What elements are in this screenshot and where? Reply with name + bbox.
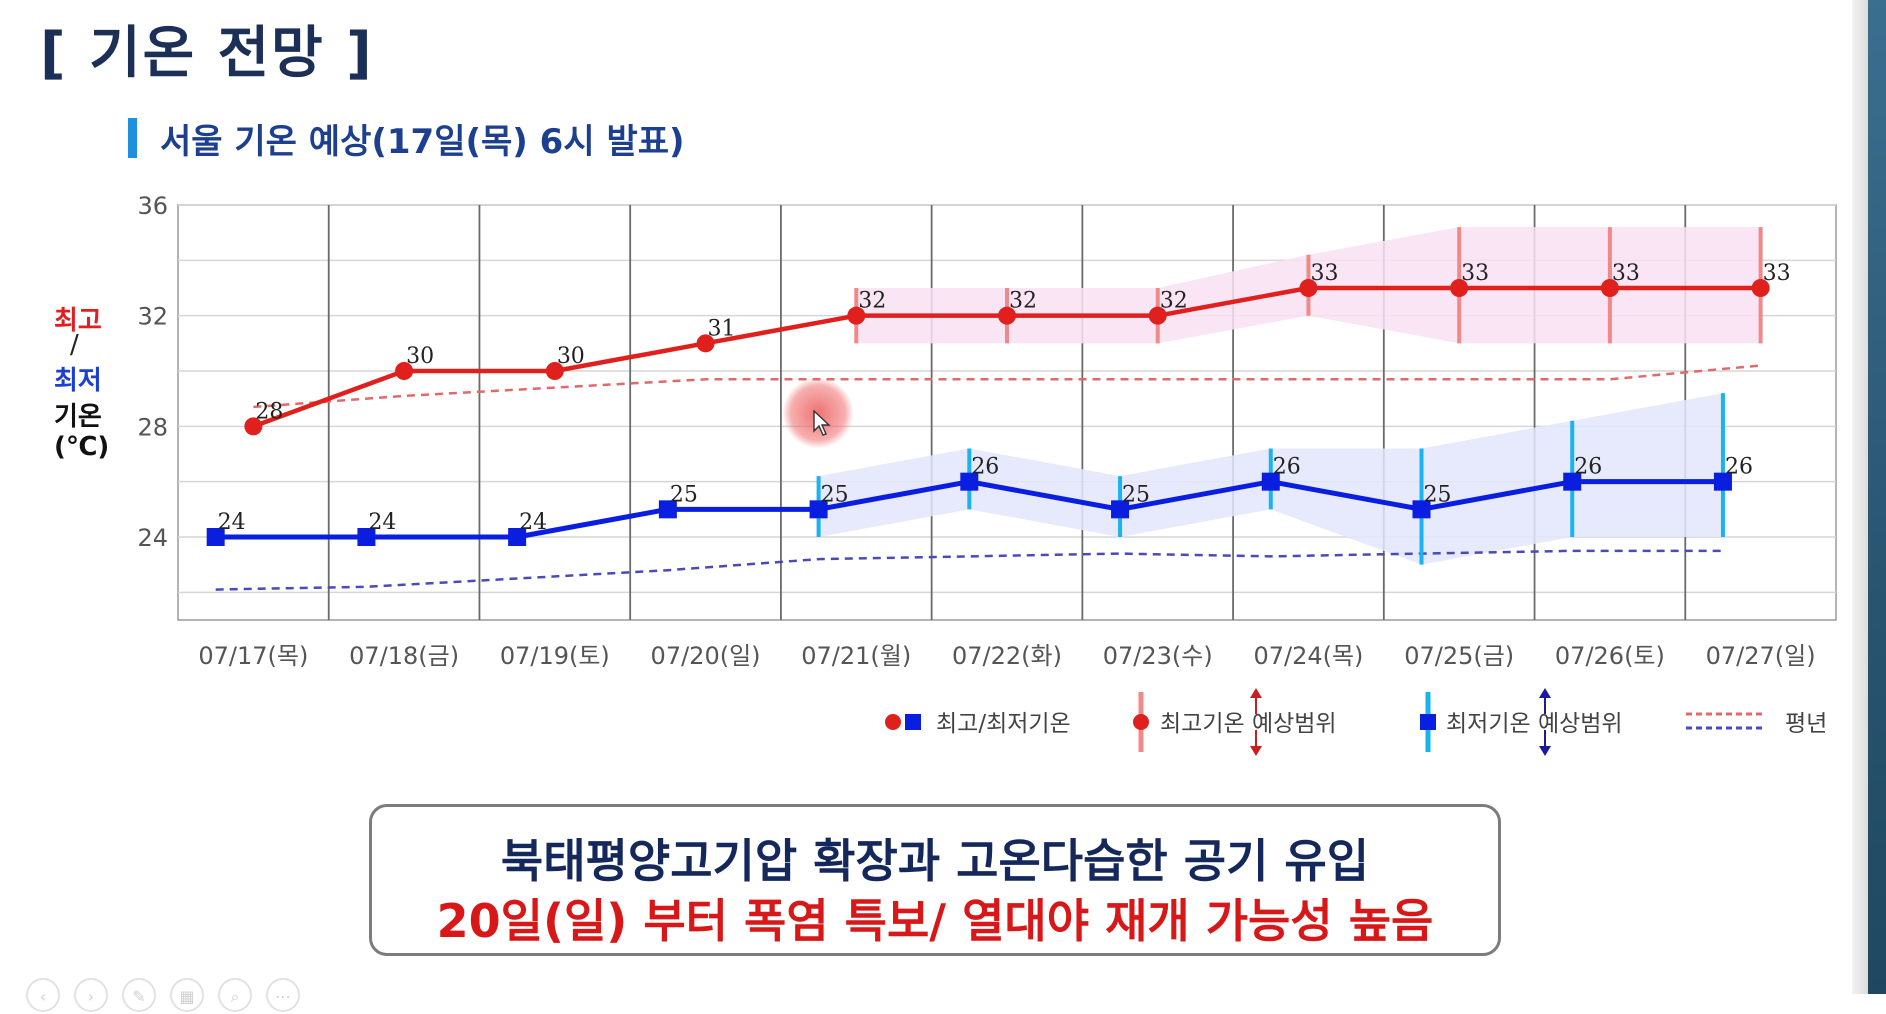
min-temp-label: 24 xyxy=(368,510,396,535)
max-temp-point xyxy=(1450,279,1469,297)
min-temp-point xyxy=(960,472,979,491)
mouse-pointer-icon xyxy=(813,410,831,436)
max-temp-label: 32 xyxy=(1160,289,1188,314)
max-temp-label: 30 xyxy=(557,344,585,369)
page-title: [ 기온 전망 ] xyxy=(40,21,374,86)
y-label-max: 최고 xyxy=(54,306,102,336)
legend-label-max-range: 최고기온 예상범위 xyxy=(1160,711,1337,737)
max-temp-point xyxy=(696,334,715,353)
x-tick-label: 07/21(월) xyxy=(801,642,911,670)
min-temp-label: 25 xyxy=(821,482,849,507)
legend-min-marker xyxy=(905,714,921,730)
max-temp-point xyxy=(545,362,564,380)
min-temp-point xyxy=(658,500,677,519)
min-temp-point xyxy=(1563,472,1582,491)
message-line-1: 북태평양고기압 확장과 고온다습한 공기 유입 xyxy=(500,834,1370,888)
presentation-side-strip xyxy=(1852,0,1886,994)
min-temp-label: 25 xyxy=(1122,482,1150,507)
y-tick-label: 28 xyxy=(137,413,168,441)
legend-up-arrowhead xyxy=(1250,688,1262,698)
max-temp-point xyxy=(244,417,263,436)
x-tick-label: 07/24(목) xyxy=(1253,642,1363,670)
y-tick-label: 32 xyxy=(137,303,168,331)
chart-subtitle: 서울 기온 예상(17일(목) 6시 발표) xyxy=(160,122,685,162)
y-label-unit: (℃) xyxy=(54,432,110,462)
max-temp-label: 33 xyxy=(1763,261,1791,286)
next-slide-icon[interactable]: › xyxy=(74,978,108,1012)
legend-max-range-marker xyxy=(1133,714,1149,730)
min-temp-point xyxy=(809,500,828,519)
legend-label-min-range: 최저기온 예상범위 xyxy=(1446,711,1623,737)
legend-down-arrowhead xyxy=(1539,746,1551,756)
max-temp-point xyxy=(1751,279,1770,297)
max-temp-label: 33 xyxy=(1612,261,1640,286)
max-temp-point xyxy=(1299,279,1318,297)
legend-min-range-marker xyxy=(1420,714,1436,730)
x-tick-label: 07/25(금) xyxy=(1404,642,1514,670)
x-tick-label: 07/26(토) xyxy=(1555,642,1665,670)
min-temp-point xyxy=(1713,472,1732,491)
min-temp-point xyxy=(1261,472,1280,491)
min-temp-point xyxy=(508,528,527,546)
max-temp-label: 30 xyxy=(406,344,434,369)
min-temp-label: 26 xyxy=(1574,455,1602,480)
message-line-2: 20일(일) 부터 폭염 특보/ 열대야 재개 가능성 높음 xyxy=(436,894,1434,948)
max-temp-point xyxy=(1148,306,1167,325)
min-temp-label: 26 xyxy=(971,455,999,480)
max-temp-label: 31 xyxy=(708,316,736,341)
max-temp-label: 32 xyxy=(858,289,886,314)
x-tick-label: 07/23(수) xyxy=(1103,642,1213,670)
x-tick-label: 07/20(일) xyxy=(651,642,761,670)
x-tick-label: 07/19(토) xyxy=(500,642,610,670)
max-temp-label: 32 xyxy=(1009,289,1037,314)
min-temp-label: 25 xyxy=(1424,482,1452,507)
y-label-min: 최저 xyxy=(54,366,102,396)
legend-label-normal: 평년 xyxy=(1785,711,1827,737)
y-label-slash: / xyxy=(70,330,79,360)
legend-up-arrowhead xyxy=(1539,688,1551,698)
temperature-chart: 24 28 32 36 07/17(목) 07/18(금) 07/19(토) 07/20(일)… xyxy=(137,192,1837,756)
min-temp-label: 26 xyxy=(1725,455,1753,480)
more-options-icon[interactable]: ⋯ xyxy=(266,978,300,1012)
max-temp-label: 33 xyxy=(1461,261,1489,286)
y-label-temp: 기온 xyxy=(54,402,102,432)
max-temp-point xyxy=(998,306,1016,325)
pen-icon[interactable]: ✎ xyxy=(122,978,156,1012)
min-temp-point xyxy=(357,528,376,546)
slides-grid-icon[interactable]: ▦ xyxy=(170,978,204,1012)
subtitle-accent-bar xyxy=(128,118,137,158)
previous-slide-icon[interactable]: ‹ xyxy=(26,978,60,1012)
x-tick-label: 07/22(화) xyxy=(952,642,1062,670)
max-temp-label: 33 xyxy=(1310,261,1338,286)
min-temp-point xyxy=(206,528,225,546)
slide-toolbar: ‹ › ✎ ▦ ⌕ ⋯ xyxy=(26,978,300,1012)
min-temp-label: 26 xyxy=(1273,455,1301,480)
min-temp-label: 24 xyxy=(519,510,547,535)
max-temp-label: 28 xyxy=(255,399,283,424)
x-tick-label: 07/17(목) xyxy=(198,642,308,670)
max-temp-point xyxy=(395,362,414,380)
x-tick-label: 07/27(일) xyxy=(1706,642,1816,670)
y-tick-label: 24 xyxy=(137,524,168,552)
x-tick-label: 07/18(금) xyxy=(349,642,459,670)
min-temp-point xyxy=(1111,500,1130,519)
legend-max-marker xyxy=(885,714,901,730)
message-box: 북태평양고기압 확장과 고온다습한 공기 유입 20일(일) 부터 폭염 특보/… xyxy=(369,804,1501,956)
cursor-highlight xyxy=(783,378,853,448)
legend-down-arrowhead xyxy=(1250,746,1262,756)
max-temp-point xyxy=(847,306,866,325)
legend-label-max-min: 최고/최저기온 xyxy=(936,711,1071,737)
min-temp-label: 24 xyxy=(218,510,246,535)
y-tick-label: 36 xyxy=(137,192,168,220)
max-temp-point xyxy=(1600,279,1619,297)
min-temp-point xyxy=(1412,500,1431,519)
zoom-icon[interactable]: ⌕ xyxy=(218,978,252,1012)
min-temp-label: 25 xyxy=(670,482,698,507)
